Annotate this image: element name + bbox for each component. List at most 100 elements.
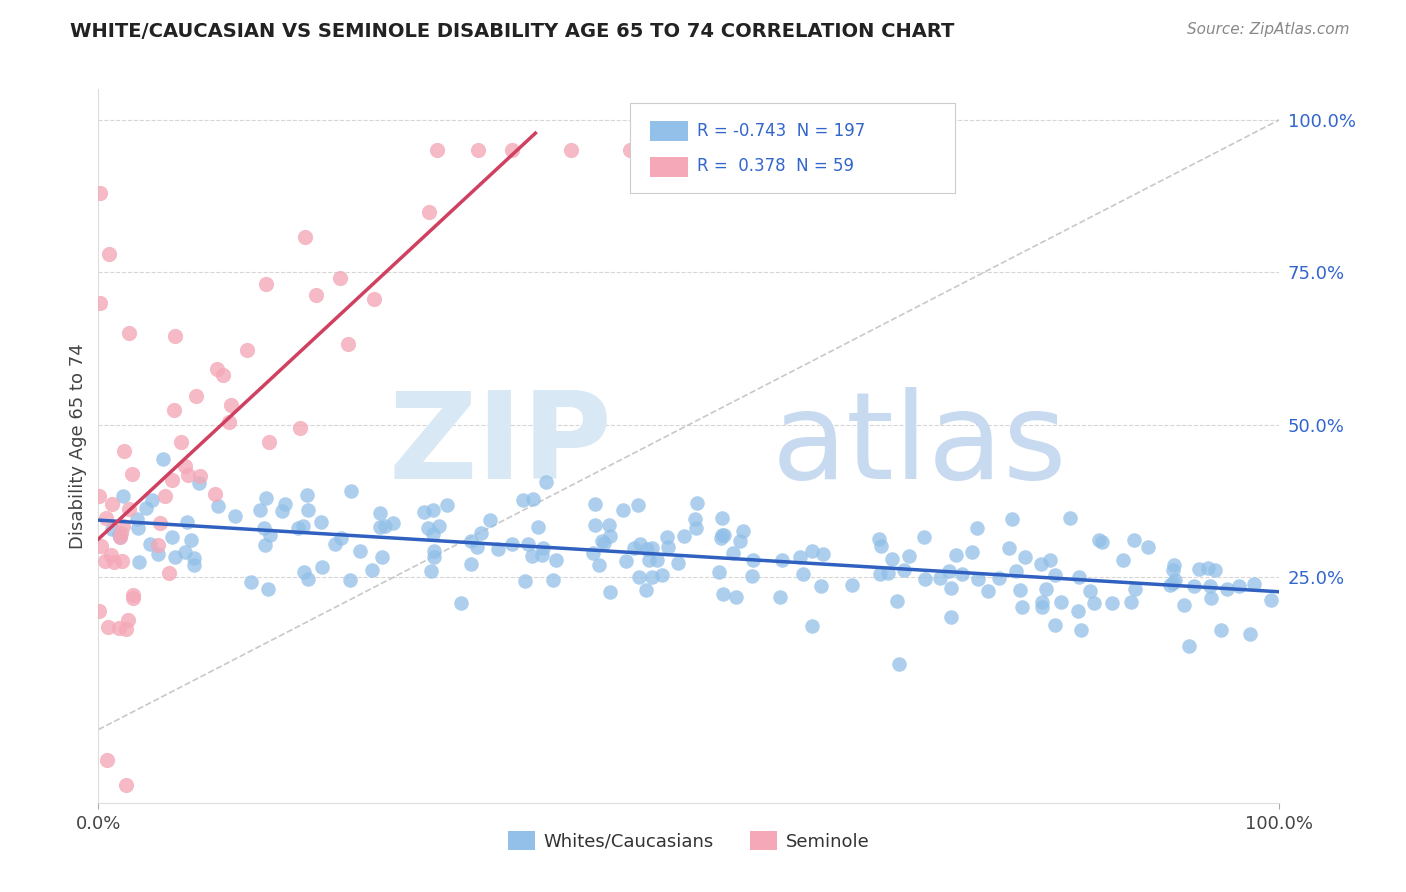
Point [1083, 596, 1105, 610]
Point [184, 389, 207, 403]
Point [122, 591, 145, 606]
Point [1067, 570, 1090, 584]
Point [110, 526, 132, 541]
Point [886, 594, 908, 608]
Point [1031, 594, 1053, 608]
Point [1161, 576, 1184, 591]
Point [381, 516, 404, 530]
Point [1216, 582, 1239, 596]
Point [1112, 553, 1135, 567]
Text: atlas: atlas [772, 387, 1067, 505]
Point [1123, 582, 1146, 597]
Point [640, 569, 662, 583]
Point [1159, 577, 1181, 591]
Point [290, 420, 312, 434]
Point [520, 549, 543, 563]
Point [297, 573, 319, 587]
Point [121, 467, 143, 481]
Point [591, 533, 613, 548]
Point [207, 361, 229, 376]
Point [1211, 623, 1233, 637]
Point [177, 467, 200, 482]
Point [1164, 573, 1187, 587]
Point [165, 549, 187, 564]
Point [419, 564, 441, 578]
Point [976, 583, 998, 598]
Point [941, 610, 963, 624]
Point [544, 553, 567, 567]
Point [928, 571, 950, 585]
Point [108, 530, 131, 544]
Point [294, 229, 316, 244]
Point [950, 567, 973, 582]
Point [305, 287, 328, 301]
Point [593, 536, 616, 550]
Point [361, 563, 384, 577]
Point [1043, 618, 1066, 632]
Point [616, 554, 638, 568]
Point [583, 497, 606, 511]
Point [108, 530, 131, 544]
Point [912, 529, 935, 543]
Point [588, 558, 610, 572]
Point [897, 549, 920, 563]
Point [460, 533, 482, 548]
Point [741, 569, 763, 583]
Point [259, 527, 281, 541]
Point [598, 518, 620, 533]
Point [112, 444, 135, 458]
Point [149, 516, 172, 530]
Point [666, 557, 689, 571]
Point [1031, 558, 1053, 572]
Point [368, 520, 391, 534]
Point [107, 527, 129, 541]
Point [138, 536, 160, 550]
Point [160, 474, 183, 488]
Point [173, 545, 195, 559]
Point [176, 515, 198, 529]
Point [655, 530, 678, 544]
Point [599, 529, 621, 543]
Point [966, 572, 988, 586]
Point [641, 541, 664, 555]
Point [274, 497, 297, 511]
Point [470, 525, 492, 540]
Point [876, 566, 898, 580]
Point [945, 548, 967, 562]
Point [1227, 579, 1250, 593]
Point [998, 541, 1021, 555]
Point [792, 566, 814, 581]
Point [516, 537, 538, 551]
Point [90, 540, 112, 554]
Point [111, 519, 134, 533]
Point [416, 521, 439, 535]
Point [1031, 600, 1053, 615]
Point [721, 546, 744, 560]
Point [960, 545, 983, 559]
Point [1087, 533, 1109, 548]
Point [422, 527, 444, 541]
Point [541, 573, 564, 587]
Point [1163, 558, 1185, 572]
Point [349, 543, 371, 558]
Point [583, 517, 606, 532]
Point [582, 546, 605, 560]
Point [418, 205, 440, 219]
Point [207, 499, 229, 513]
Point [619, 143, 641, 157]
Point [89, 295, 111, 310]
Point [128, 555, 150, 569]
Point [810, 579, 832, 593]
Point [882, 552, 904, 566]
Point [770, 553, 793, 567]
Point [966, 521, 988, 535]
Point [436, 498, 458, 512]
Point [98, 247, 121, 261]
Point [183, 551, 205, 566]
Point [1173, 598, 1195, 612]
Point [371, 549, 394, 564]
Point [127, 512, 149, 526]
Point [174, 458, 197, 473]
Point [728, 534, 751, 549]
Point [645, 553, 668, 567]
